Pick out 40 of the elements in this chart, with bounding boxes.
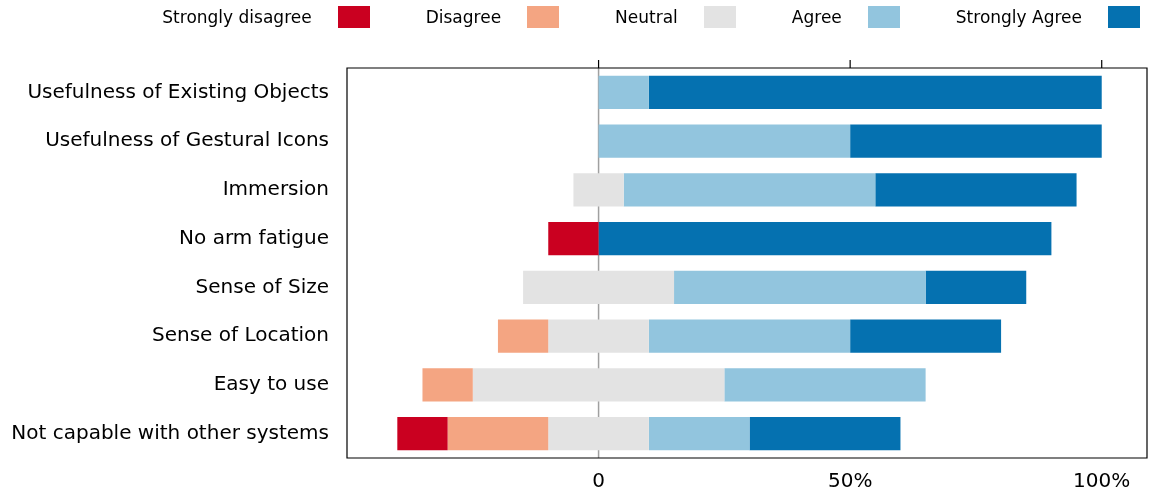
bar bbox=[749, 417, 901, 451]
bar bbox=[548, 222, 599, 256]
x-tick-label: 50% bbox=[827, 468, 873, 493]
bar bbox=[573, 173, 624, 207]
bar bbox=[648, 319, 851, 353]
bar bbox=[674, 270, 926, 304]
bar bbox=[497, 319, 549, 353]
x-tick-label: 0 bbox=[592, 468, 605, 493]
y-tick-label: Usefulness of Gestural Icons bbox=[45, 127, 329, 152]
bar bbox=[598, 222, 1052, 256]
bar bbox=[472, 368, 725, 402]
legend-label: Strongly Agree bbox=[955, 7, 1082, 27]
bar bbox=[447, 417, 549, 451]
x-tick-label: 100% bbox=[1073, 468, 1131, 493]
y-tick-label: Sense of Size bbox=[195, 273, 329, 298]
legend-label: Neutral bbox=[615, 7, 678, 27]
bar bbox=[850, 319, 1002, 353]
bar bbox=[648, 75, 1102, 109]
bar bbox=[724, 368, 926, 402]
legend-label: Disagree bbox=[425, 7, 502, 27]
bar bbox=[875, 173, 1077, 207]
legend-label: Agree bbox=[791, 7, 842, 27]
bar bbox=[623, 173, 876, 207]
bar bbox=[397, 417, 448, 451]
legend-label: Strongly disagree bbox=[162, 7, 312, 27]
bar bbox=[548, 319, 649, 353]
y-tick-label: Usefulness of Existing Objects bbox=[27, 78, 329, 103]
bar bbox=[523, 270, 675, 304]
y-tick-label: Easy to use bbox=[213, 371, 329, 396]
y-tick-label: Immersion bbox=[222, 176, 329, 201]
bar bbox=[648, 417, 750, 451]
bar bbox=[422, 368, 473, 402]
bar bbox=[548, 417, 649, 451]
bar bbox=[598, 124, 851, 158]
y-tick-label: Not capable with other systems bbox=[11, 419, 329, 444]
y-tick-label: No arm fatigue bbox=[179, 224, 329, 249]
y-tick-label: Sense of Location bbox=[152, 322, 329, 347]
bar bbox=[598, 75, 649, 109]
bar bbox=[925, 270, 1027, 304]
bar bbox=[850, 124, 1102, 158]
